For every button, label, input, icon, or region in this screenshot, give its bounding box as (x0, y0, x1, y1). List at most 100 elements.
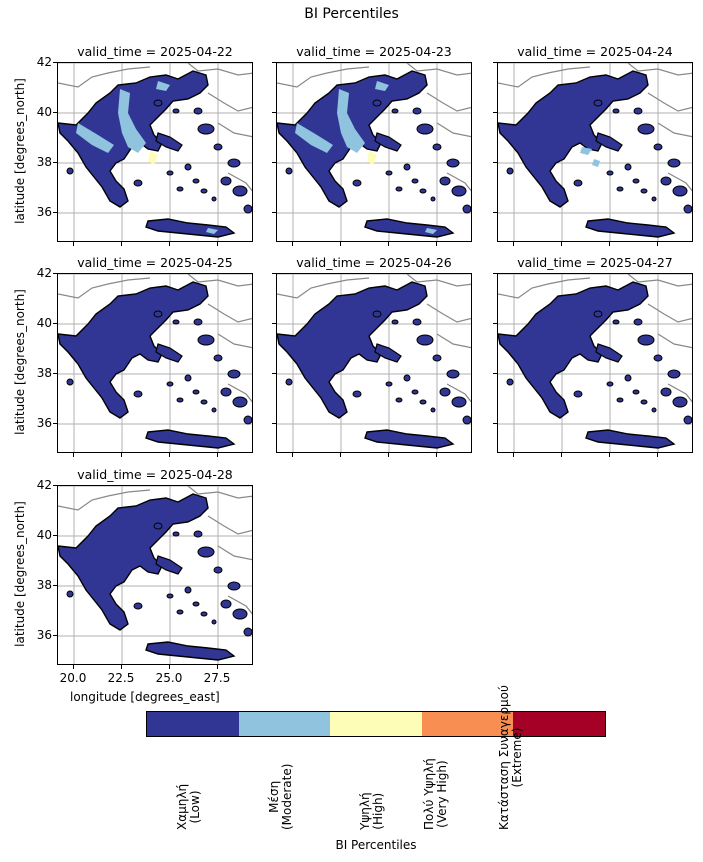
y-tick-mark (53, 212, 57, 213)
x-tick-mark (513, 242, 514, 246)
x-tick-mark (436, 242, 437, 246)
y-tick-mark (272, 423, 276, 424)
y-tick-label: 40 (36, 316, 52, 330)
x-tick-mark (169, 453, 170, 457)
y-tick-label: 42 (36, 478, 52, 492)
panel-title-1: valid_time = 2025-04-22 (77, 44, 233, 59)
y-tick-label: 38 (36, 155, 52, 169)
x-tick-mark (217, 242, 218, 246)
x-tick-mark (121, 665, 122, 669)
x-tick-mark (561, 242, 562, 246)
x-axis-label: longitude [degrees_east] (70, 690, 220, 704)
x-tick-mark (388, 453, 389, 457)
x-tick-mark (217, 453, 218, 457)
map-panel-6 (497, 273, 693, 453)
y-tick-mark (53, 162, 57, 163)
y-tick-label: 38 (36, 366, 52, 380)
map-panel-3 (497, 62, 693, 242)
y-tick-label: 38 (36, 578, 52, 592)
y-tick-mark (53, 112, 57, 113)
panel-title-5: valid_time = 2025-04-26 (296, 255, 452, 270)
y-tick-mark (53, 635, 57, 636)
y-tick-mark (53, 273, 57, 274)
y-tick-mark (493, 323, 497, 324)
x-tick-mark (73, 665, 74, 669)
x-tick-label: 25.0 (155, 671, 183, 685)
x-tick-label: 27.5 (203, 671, 231, 685)
map-panel-7 (57, 485, 253, 665)
y-tick-mark (493, 62, 497, 63)
x-tick-mark (73, 242, 74, 246)
x-tick-mark (513, 453, 514, 457)
panel-title-3: valid_time = 2025-04-24 (517, 44, 673, 59)
x-tick-mark (73, 453, 74, 457)
y-tick-mark (272, 112, 276, 113)
map-panel-4 (57, 273, 253, 453)
y-axis-label: latitude [degrees_north] (13, 78, 27, 224)
colorbar-high (330, 712, 422, 736)
x-tick-label: 22.5 (107, 671, 135, 685)
panel-title-6: valid_time = 2025-04-27 (517, 255, 673, 270)
y-tick-label: 36 (36, 205, 52, 219)
x-tick-label: 20.0 (59, 671, 87, 685)
x-tick-mark (340, 453, 341, 457)
x-tick-mark (169, 665, 170, 669)
panel-title-7: valid_time = 2025-04-28 (77, 467, 233, 482)
colorbar-title: BI Percentiles (335, 838, 417, 852)
y-tick-label: 36 (36, 628, 52, 642)
y-tick-mark (53, 423, 57, 424)
x-tick-mark (292, 242, 293, 246)
x-tick-mark (609, 453, 610, 457)
x-tick-mark (657, 242, 658, 246)
y-tick-mark (493, 112, 497, 113)
y-tick-mark (53, 323, 57, 324)
x-tick-mark (436, 453, 437, 457)
y-tick-mark (53, 585, 57, 586)
colorbar-label-extreme: Κατάσταση Συναγερμού (Extreme) (497, 685, 524, 830)
y-tick-mark (272, 323, 276, 324)
y-tick-label: 42 (36, 266, 52, 280)
y-tick-mark (272, 373, 276, 374)
x-tick-mark (292, 453, 293, 457)
y-tick-label: 36 (36, 416, 52, 430)
y-tick-label: 40 (36, 105, 52, 119)
x-tick-mark (609, 242, 610, 246)
y-tick-mark (272, 62, 276, 63)
colorbar-label-moderate: Μέση (Moderate) (267, 763, 294, 830)
x-tick-mark (217, 665, 218, 669)
panel-title-2: valid_time = 2025-04-23 (296, 44, 452, 59)
x-tick-mark (340, 242, 341, 246)
y-tick-mark (53, 485, 57, 486)
colorbar-very-high (421, 712, 514, 736)
colorbar-low (147, 712, 239, 736)
colorbar-label-low: Χαμηλή (Low) (175, 783, 202, 830)
y-tick-mark (272, 212, 276, 213)
figure-title: BI Percentiles (304, 6, 399, 22)
y-tick-mark (493, 373, 497, 374)
x-tick-mark (121, 242, 122, 246)
colorbar (146, 711, 606, 737)
y-axis-label: latitude [degrees_north] (13, 501, 27, 647)
y-tick-mark (272, 273, 276, 274)
y-tick-mark (493, 212, 497, 213)
colorbar-label-high: Υψηλή (High) (358, 792, 385, 830)
y-tick-mark (493, 423, 497, 424)
panel-title-4: valid_time = 2025-04-25 (77, 255, 233, 270)
y-tick-mark (272, 162, 276, 163)
y-tick-mark (53, 373, 57, 374)
x-tick-mark (657, 453, 658, 457)
x-tick-mark (121, 453, 122, 457)
x-tick-mark (561, 453, 562, 457)
colorbar-moderate (238, 712, 331, 736)
y-tick-label: 40 (36, 528, 52, 542)
y-tick-mark (493, 273, 497, 274)
y-tick-mark (493, 162, 497, 163)
colorbar-extreme (513, 712, 605, 736)
y-tick-mark (53, 62, 57, 63)
map-panel-2 (276, 62, 472, 242)
map-panel-5 (276, 273, 472, 453)
y-axis-label: latitude [degrees_north] (13, 289, 27, 435)
y-tick-mark (53, 535, 57, 536)
x-tick-mark (169, 242, 170, 246)
map-panel-1 (57, 62, 253, 242)
